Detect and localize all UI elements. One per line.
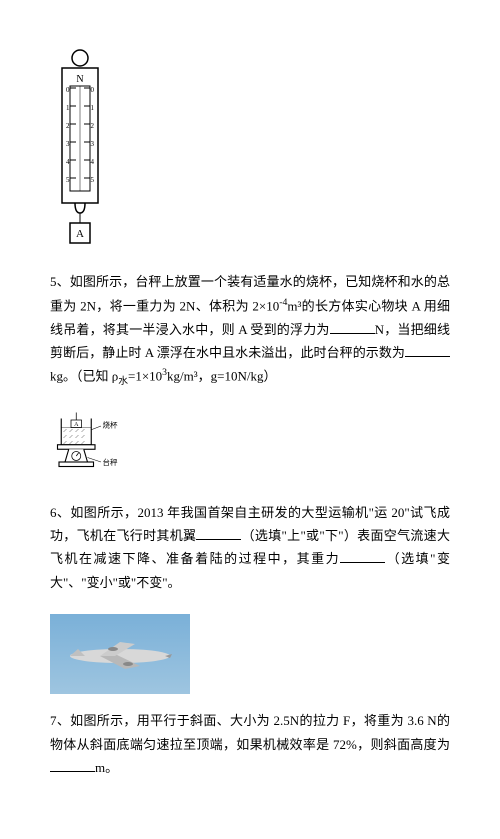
svg-text:1: 1	[91, 104, 95, 112]
svg-text:0: 0	[91, 86, 95, 94]
beaker-scale-svg: A 烧杯 台秤	[50, 411, 140, 479]
airplane-image	[50, 614, 190, 694]
question-7: 7、如图所示，用平行于斜面、大小为 2.5N的拉力 F，将重为 3.6 N的物体…	[50, 709, 450, 779]
q6-blank-2	[340, 549, 385, 563]
svg-text:1: 1	[66, 104, 70, 112]
question-6: 6、如图所示，2013 年我国首架自主研发的大型运输机"运 20"试飞成功，飞机…	[50, 501, 450, 595]
svg-text:2: 2	[91, 122, 95, 130]
q5-blank-2	[405, 343, 450, 357]
svg-text:4: 4	[91, 158, 95, 166]
beaker-label: 烧杯	[103, 419, 118, 429]
scale-unit-label: N	[76, 74, 83, 85]
svg-text:3: 3	[91, 140, 95, 148]
q7-text: 7、如图所示，用平行于斜面、大小为 2.5N的拉力 F，将重为 3.6 N的物体…	[50, 709, 450, 779]
spring-scale-figure: N 0 0 1 1 2 2 3 3 4 4 5 5 A	[50, 48, 450, 255]
airplane-figure	[50, 614, 450, 694]
q6-blank-1	[196, 526, 241, 540]
svg-text:4: 4	[66, 158, 70, 166]
block-a-label: A	[76, 228, 84, 240]
q7-blank-1	[50, 758, 95, 772]
svg-text:2: 2	[66, 122, 70, 130]
svg-text:3: 3	[66, 140, 70, 148]
platform-scale-label: 台秤	[103, 457, 118, 467]
q5-text: 5、如图所示，台秤上放置一个装有适量水的烧杯，已知烧杯和水的总重为 2N，将一重…	[50, 270, 450, 390]
svg-text:5: 5	[66, 176, 70, 184]
spring-scale-svg: N 0 0 1 1 2 2 3 3 4 4 5 5 A	[50, 48, 110, 248]
svg-text:5: 5	[91, 176, 95, 184]
q5-blank-1	[330, 320, 375, 334]
svg-text:0: 0	[66, 86, 70, 94]
beaker-scale-figure: A 烧杯 台秤	[50, 411, 450, 486]
svg-text:A: A	[74, 422, 79, 428]
q6-text: 6、如图所示，2013 年我国首架自主研发的大型运输机"运 20"试飞成功，飞机…	[50, 501, 450, 595]
question-5: 5、如图所示，台秤上放置一个装有适量水的烧杯，已知烧杯和水的总重为 2N，将一重…	[50, 270, 450, 390]
